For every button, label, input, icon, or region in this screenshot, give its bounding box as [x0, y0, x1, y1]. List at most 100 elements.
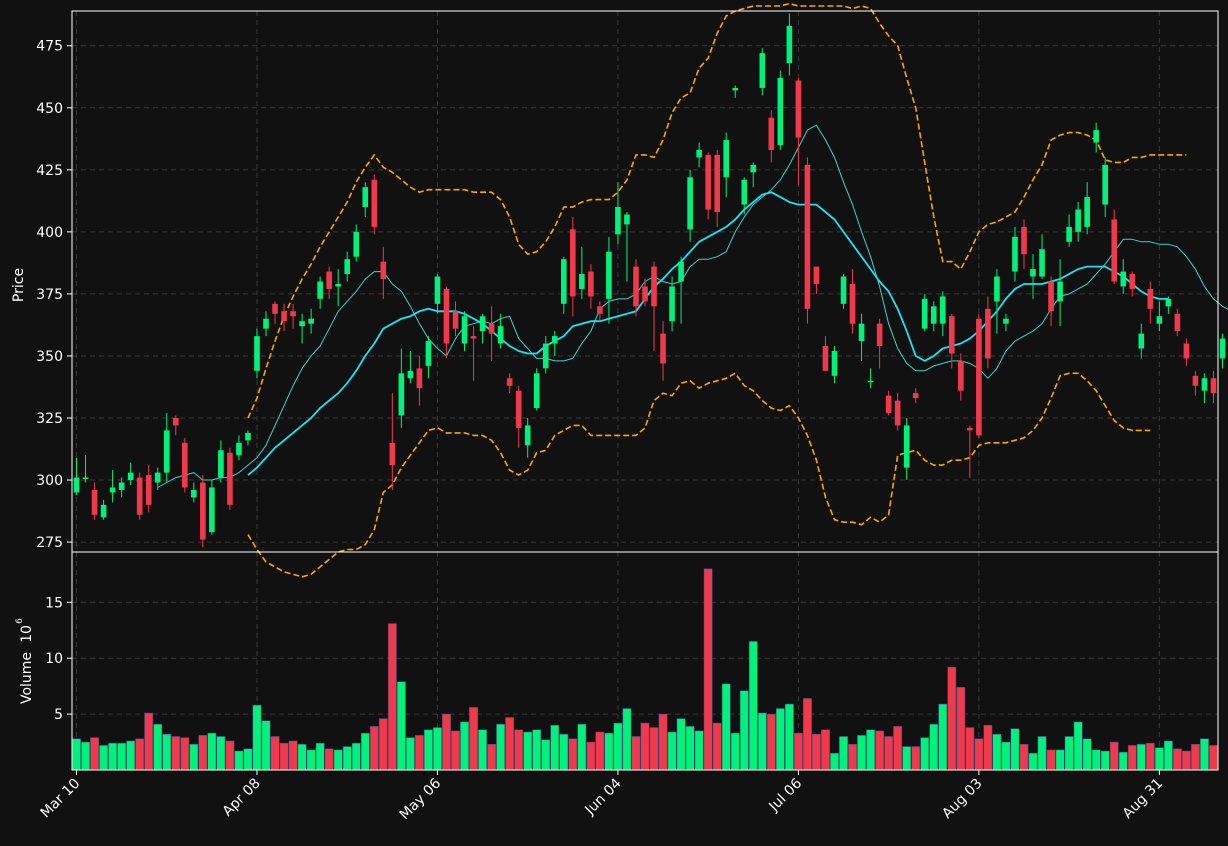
candle-body — [1192, 375, 1199, 386]
volume-bar — [631, 736, 641, 771]
volume-bar — [469, 707, 478, 771]
candle-body — [1039, 249, 1045, 277]
volume-bar — [243, 748, 253, 771]
price-tick-label: 425 — [36, 163, 63, 179]
volume-bar — [1055, 749, 1065, 771]
candle-body — [542, 343, 549, 369]
candle-body — [1030, 269, 1036, 277]
volume-bar — [929, 723, 939, 771]
volume-bar — [992, 733, 1002, 771]
candle-body — [705, 154, 711, 210]
candle-body — [921, 298, 928, 329]
candle-body — [362, 187, 369, 208]
candle-body — [1012, 236, 1018, 272]
volume-bar — [676, 718, 686, 771]
candle-body — [696, 149, 702, 158]
price-tick-label: 375 — [36, 287, 63, 303]
price-tick-label: 300 — [36, 473, 63, 489]
volume-bar — [1118, 751, 1128, 771]
volume-bar — [297, 744, 307, 771]
candle-body — [597, 306, 603, 314]
volume-bar — [866, 729, 875, 771]
volume-bar — [1100, 750, 1110, 771]
volume-bar — [279, 742, 289, 771]
volume-bar — [1136, 744, 1146, 771]
candle-body — [533, 373, 540, 409]
candle-body — [1165, 298, 1172, 307]
short-moving-average-line — [157, 124, 1228, 488]
price-tick-label: 450 — [36, 101, 63, 117]
volume-bar — [207, 732, 217, 771]
candle-body — [876, 323, 883, 347]
volume-bar — [487, 744, 496, 771]
candle-body — [407, 370, 414, 379]
volume-bar — [1191, 744, 1200, 771]
volume-bar — [577, 723, 587, 771]
volume-bar — [108, 742, 118, 771]
candle-body — [91, 489, 98, 515]
volume-bar — [442, 713, 451, 771]
candle-body — [1057, 281, 1063, 302]
upper-band-line — [247, 2, 1187, 419]
volume-bar — [351, 742, 361, 771]
price-candles — [73, 13, 1226, 548]
candle-body — [1075, 209, 1081, 232]
volume-bar — [1127, 745, 1137, 771]
volume-bar — [613, 722, 623, 771]
volume-panel-frame — [71, 551, 1219, 771]
volume-bar — [766, 713, 776, 771]
volume-bar — [1082, 738, 1092, 771]
volume-bar — [884, 736, 894, 771]
candle-body — [218, 450, 224, 478]
volume-bar — [451, 730, 460, 771]
volume-bar — [1073, 721, 1083, 771]
candle-body — [867, 380, 874, 383]
volume-bar — [757, 712, 767, 771]
candle-body — [263, 318, 269, 329]
candle-body — [1156, 316, 1163, 324]
volume-bar — [424, 729, 433, 771]
candle-body — [488, 323, 495, 334]
volume-bar — [180, 737, 190, 771]
price-tick-label: 325 — [36, 411, 63, 427]
candle-body — [615, 207, 621, 235]
volume-bar — [604, 732, 614, 771]
volume-bar — [685, 726, 695, 771]
candle-body — [741, 179, 748, 205]
volume-bar — [225, 740, 235, 771]
volume-bar — [270, 736, 280, 771]
candle-body — [515, 390, 522, 428]
panel-frames — [71, 10, 1219, 771]
volume-bar — [1001, 741, 1011, 771]
price-axis-label: Price — [11, 268, 27, 302]
volume-bar — [405, 737, 415, 771]
candle-body — [1129, 274, 1136, 289]
candle-body — [236, 442, 242, 456]
volume-bar — [252, 704, 262, 771]
candle-body — [768, 117, 775, 150]
volume-bar — [956, 687, 966, 771]
volume-bar — [857, 735, 866, 771]
volume-bar — [216, 736, 226, 771]
volume-bar — [595, 731, 605, 771]
candle-body — [660, 333, 666, 364]
volume-bar — [550, 725, 560, 771]
candle-body — [1048, 281, 1054, 312]
candle-body — [299, 321, 305, 327]
volume-bar — [532, 729, 542, 771]
price-tick-label: 475 — [36, 39, 63, 55]
volume-bar — [568, 738, 578, 771]
candle-body — [732, 87, 739, 91]
candle-body — [479, 316, 486, 332]
volume-bar — [947, 666, 957, 771]
lower-band-line — [247, 372, 1151, 578]
volume-bar — [99, 745, 108, 771]
volume-bar — [288, 740, 298, 771]
volume-bar — [72, 738, 81, 771]
candle-body — [1111, 219, 1118, 282]
candle-body — [308, 318, 314, 324]
candle-body — [443, 288, 450, 344]
candle-body — [885, 395, 892, 414]
candle-body — [840, 276, 847, 304]
candle-body — [687, 177, 693, 230]
